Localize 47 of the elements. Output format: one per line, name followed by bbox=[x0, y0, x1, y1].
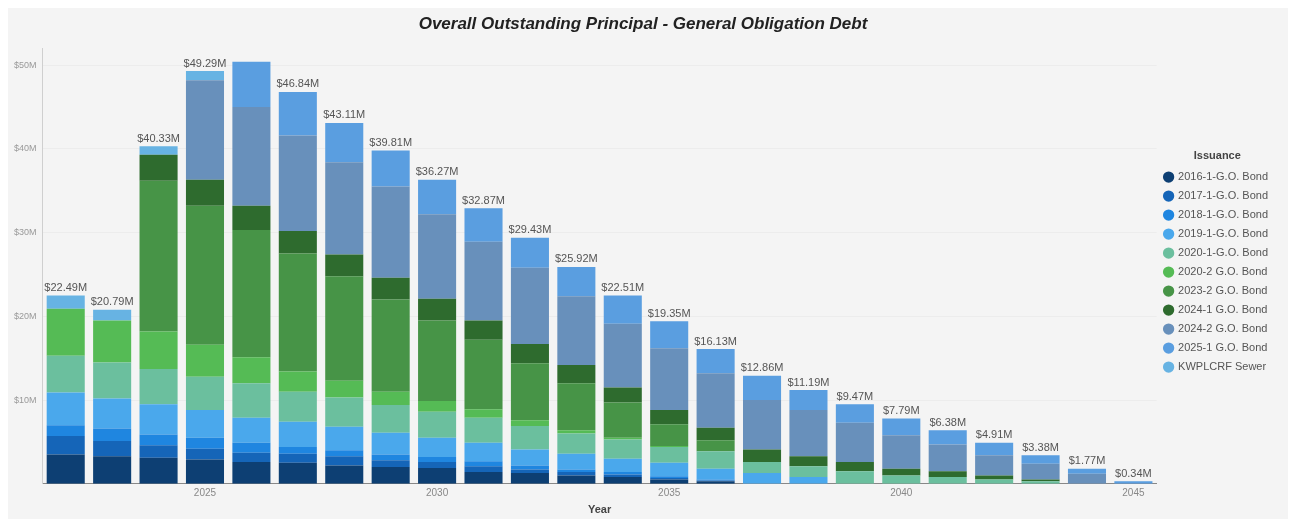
y-tick-label: $20M bbox=[14, 310, 37, 321]
total-label: $46.84M bbox=[276, 77, 320, 90]
x-tick-label: 2045 bbox=[1122, 486, 1145, 498]
total-label: $4.91M bbox=[975, 428, 1013, 441]
legend-label: 2017-1-G.O. Bond bbox=[1178, 189, 1269, 202]
legend-label: 2020-1-G.O. Bond bbox=[1178, 246, 1269, 259]
y-tick-label: $10M bbox=[14, 394, 37, 405]
total-label: $32.87M bbox=[462, 193, 505, 206]
legend-label: 2020-2 G.O. Bond bbox=[1178, 265, 1268, 278]
total-label: $29.43M bbox=[508, 223, 552, 236]
y-tick-label: $50M bbox=[14, 59, 37, 70]
y-tick-label: $30M bbox=[14, 227, 37, 238]
legend-label: 2018-1-G.O. Bond bbox=[1178, 208, 1269, 221]
total-label: $40.33M bbox=[137, 131, 180, 144]
legend-label: KWPLCRF Sewer bbox=[1178, 360, 1267, 373]
legend-label: 2024-2 G.O. Bond bbox=[1178, 322, 1268, 335]
total-label: $12.86M bbox=[740, 361, 784, 374]
total-label: $20.79M bbox=[90, 295, 134, 308]
x-axis-title: Year bbox=[587, 503, 612, 516]
total-label: $7.79M bbox=[882, 404, 920, 417]
legend-title: Issuance bbox=[1193, 148, 1241, 161]
total-label: $9.47M bbox=[836, 389, 874, 402]
x-tick-label: 2030 bbox=[425, 486, 449, 498]
legend-label: 2023-2 G.O. Bond bbox=[1178, 284, 1268, 297]
total-label: $22.49M bbox=[44, 280, 88, 293]
chart-title: Overall Outstanding Principal - General Obligation Debt bbox=[418, 13, 869, 33]
legend-label: 2025-1 G.O. Bond bbox=[1178, 341, 1268, 354]
total-label: $0.34M bbox=[1115, 466, 1152, 479]
total-label: $11.19M bbox=[787, 375, 830, 388]
x-tick-label: 2025 bbox=[193, 486, 217, 498]
total-label: $22.51M bbox=[601, 280, 645, 293]
total-label: $39.81M bbox=[369, 136, 413, 149]
total-label: $3.38M bbox=[1022, 440, 1059, 453]
legend-label: 2024-1 G.O. Bond bbox=[1178, 303, 1268, 316]
total-label: $16.13M bbox=[694, 334, 738, 347]
legend-label: 2016-1-G.O. Bond bbox=[1178, 170, 1269, 183]
legend-label: 2019-1-G.O. Bond bbox=[1178, 227, 1269, 240]
x-tick-label: 2040 bbox=[890, 486, 913, 498]
total-label: $49.29M bbox=[183, 56, 227, 69]
total-label: $6.38M bbox=[929, 415, 967, 428]
total-label: $1.77M bbox=[1068, 454, 1106, 467]
y-tick-label: $40M bbox=[14, 143, 37, 154]
x-tick-label: 2035 bbox=[658, 486, 681, 498]
total-label: $43.11M bbox=[323, 108, 366, 121]
total-label: $19.35M bbox=[647, 306, 691, 319]
total-label: $36.27M bbox=[415, 165, 459, 178]
total-label: $25.92M bbox=[554, 252, 598, 265]
